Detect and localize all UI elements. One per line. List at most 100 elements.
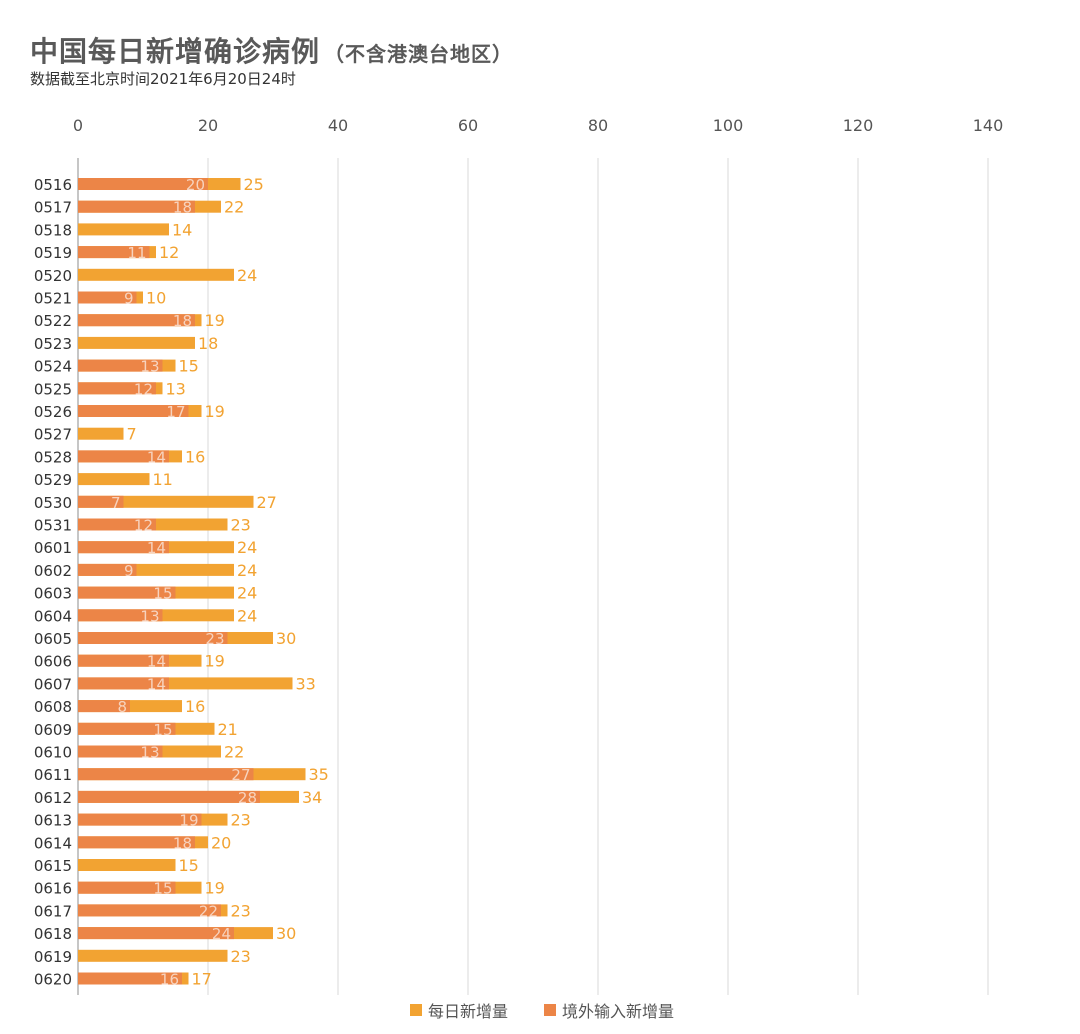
data-label-imported: 15 bbox=[153, 880, 172, 898]
data-label-total: 22 bbox=[224, 198, 244, 217]
bar-imported bbox=[78, 359, 163, 372]
y-tick-label: 0529 bbox=[34, 471, 72, 489]
data-label-total: 35 bbox=[309, 765, 329, 784]
bar-total bbox=[78, 427, 124, 440]
bar-imported bbox=[78, 609, 163, 622]
chart-title-main: 中国每日新增确诊病例 bbox=[30, 35, 321, 68]
x-tick-label: 60 bbox=[458, 116, 478, 135]
bar-imported bbox=[78, 405, 189, 417]
data-label-imported: 13 bbox=[140, 358, 159, 376]
x-tick-label: 80 bbox=[588, 116, 608, 135]
bar-total bbox=[78, 949, 228, 962]
y-tick-label: 0601 bbox=[34, 539, 72, 557]
y-tick-label: 0613 bbox=[34, 812, 72, 830]
data-label-imported: 14 bbox=[147, 539, 166, 557]
data-label-imported: 15 bbox=[153, 721, 172, 739]
bar-imported bbox=[78, 541, 169, 554]
data-label-imported: 9 bbox=[124, 290, 134, 308]
data-label-imported: 23 bbox=[205, 630, 224, 648]
data-label-total: 23 bbox=[231, 901, 251, 920]
data-label-total: 15 bbox=[179, 357, 199, 376]
y-tick-label: 0614 bbox=[34, 834, 72, 852]
x-tick-label: 140 bbox=[973, 116, 1004, 135]
data-label-imported: 18 bbox=[173, 312, 192, 330]
y-tick-label: 0605 bbox=[34, 630, 72, 648]
bar-imported bbox=[78, 813, 202, 826]
data-label-total: 19 bbox=[205, 652, 225, 671]
bar-imported bbox=[78, 450, 169, 463]
data-label-total: 20 bbox=[211, 833, 231, 852]
data-label-total: 12 bbox=[159, 243, 179, 262]
data-label-imported: 13 bbox=[140, 744, 159, 762]
data-label-total: 24 bbox=[237, 584, 257, 603]
data-label-imported: 8 bbox=[117, 698, 127, 716]
y-tick-label: 0521 bbox=[34, 290, 72, 308]
bar-imported bbox=[78, 722, 176, 735]
legend-label-imported: 境外输入新增量 bbox=[562, 1002, 675, 1021]
bar-imported bbox=[78, 768, 254, 781]
y-tick-label: 0606 bbox=[34, 653, 72, 671]
x-tick-label: 100 bbox=[713, 116, 744, 135]
bar-total bbox=[78, 473, 150, 486]
data-label-total: 19 bbox=[205, 402, 225, 421]
data-label-imported: 28 bbox=[238, 789, 257, 807]
data-label-imported: 14 bbox=[147, 675, 166, 693]
data-label-total: 11 bbox=[153, 470, 173, 489]
bar-imported bbox=[78, 654, 169, 667]
data-label-total: 23 bbox=[231, 811, 251, 830]
y-tick-label: 0609 bbox=[34, 721, 72, 739]
bar-imported bbox=[78, 495, 124, 508]
x-tick-label: 120 bbox=[843, 116, 874, 135]
bar-imported bbox=[78, 745, 163, 758]
y-tick-label: 0604 bbox=[34, 607, 72, 625]
y-tick-label: 0602 bbox=[34, 562, 72, 580]
data-label-imported: 9 bbox=[124, 562, 134, 580]
data-label-total: 25 bbox=[244, 175, 264, 194]
y-tick-label: 0528 bbox=[34, 448, 72, 466]
y-tick-label: 0603 bbox=[34, 585, 72, 603]
bar-imported bbox=[78, 790, 260, 803]
data-label-total: 24 bbox=[237, 561, 257, 580]
y-tick-label: 0530 bbox=[34, 494, 72, 512]
y-tick-label: 0620 bbox=[34, 971, 72, 989]
y-tick-label: 0525 bbox=[34, 380, 72, 398]
data-label-imported: 18 bbox=[173, 834, 192, 852]
data-label-total: 18 bbox=[198, 334, 218, 353]
data-label-imported: 16 bbox=[160, 971, 179, 989]
bar-total bbox=[78, 336, 195, 349]
bar-imported bbox=[78, 836, 195, 849]
data-label-imported: 18 bbox=[173, 199, 192, 217]
data-label-imported: 12 bbox=[134, 380, 153, 398]
legend-item-imported: 境外输入新增量 bbox=[544, 998, 674, 1022]
data-label-total: 13 bbox=[166, 379, 186, 398]
bar-imported bbox=[78, 586, 176, 599]
y-tick-label: 0522 bbox=[34, 312, 72, 330]
data-label-total: 19 bbox=[205, 879, 225, 898]
data-label-total: 15 bbox=[179, 856, 199, 875]
data-label-imported: 14 bbox=[147, 448, 166, 466]
x-tick-label: 40 bbox=[328, 116, 348, 135]
bar-imported bbox=[78, 518, 156, 531]
y-tick-label: 0524 bbox=[34, 358, 72, 376]
bar-imported bbox=[78, 246, 150, 259]
data-label-total: 17 bbox=[192, 970, 212, 989]
data-label-imported: 11 bbox=[127, 244, 146, 262]
bar-imported bbox=[78, 291, 137, 304]
y-tick-label: 0531 bbox=[34, 517, 72, 535]
y-tick-label: 0526 bbox=[34, 403, 72, 421]
chart-title: 中国每日新增确诊病例 （不含港澳台地区） bbox=[30, 30, 513, 70]
data-label-imported: 7 bbox=[111, 494, 121, 512]
legend-item-total: 每日新增量 bbox=[410, 998, 508, 1022]
data-label-total: 7 bbox=[127, 425, 137, 444]
bar-imported bbox=[78, 200, 195, 213]
data-label-imported: 19 bbox=[179, 812, 198, 830]
bar-imported bbox=[78, 632, 228, 644]
bar-total bbox=[78, 859, 176, 871]
chart-legend: 每日新增量 境外输入新增量 bbox=[410, 998, 674, 1022]
y-tick-label: 0611 bbox=[34, 766, 72, 784]
bar-imported bbox=[78, 382, 156, 395]
data-label-total: 10 bbox=[146, 289, 166, 308]
data-label-total: 27 bbox=[257, 493, 277, 512]
y-tick-label: 0618 bbox=[34, 925, 72, 943]
